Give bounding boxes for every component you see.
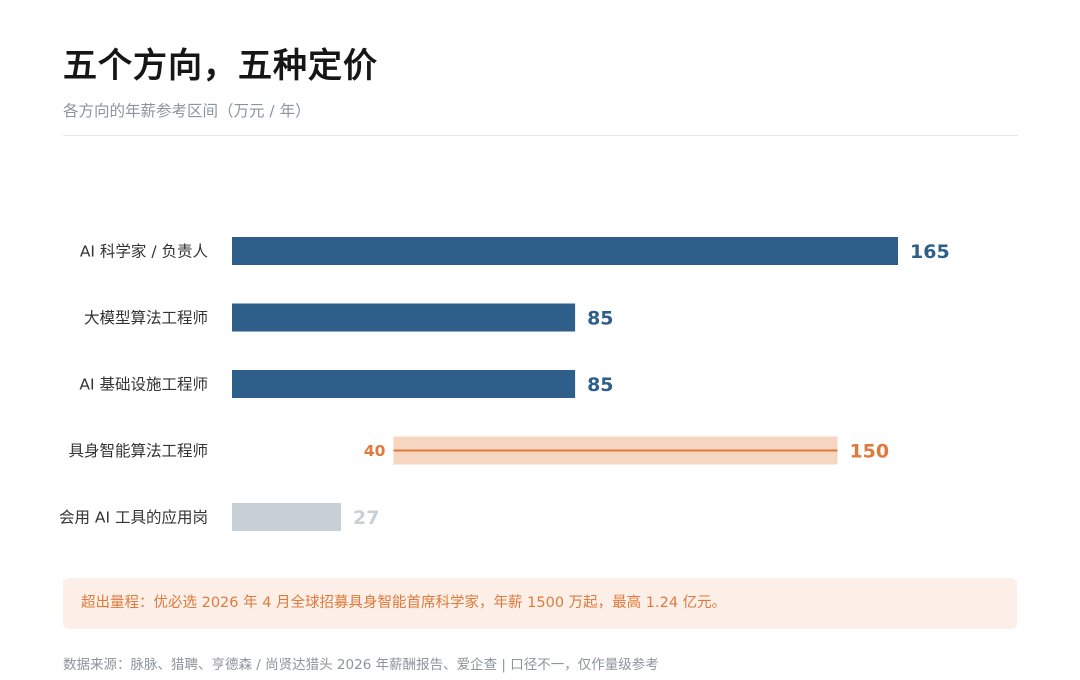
value-label: 165 <box>910 241 950 263</box>
range-start-label: 40 <box>364 442 386 460</box>
page-title: 五个方向，五种定价 <box>63 46 378 86</box>
category-label: 会用 AI 工具的应用岗 <box>59 508 208 527</box>
category-label: 具身智能算法工程师 <box>68 441 208 460</box>
bar <box>232 370 576 398</box>
value-label: 85 <box>587 374 613 396</box>
value-label: 27 <box>353 507 379 529</box>
header-divider <box>63 135 1018 136</box>
note-callout: 超出量程：优必选 2026 年 4 月全球招募具身智能首席科学家，年薪 1500… <box>63 578 1017 629</box>
category-label: AI 基础设施工程师 <box>79 376 208 394</box>
page-subtitle: 各方向的年薪参考区间（万元 / 年） <box>63 102 311 120</box>
category-label: AI 科学家 / 负责人 <box>80 243 208 261</box>
value-label: 150 <box>849 441 889 463</box>
bar <box>232 237 898 265</box>
category-label: 大模型算法工程师 <box>84 308 208 327</box>
bar <box>232 303 576 332</box>
data-source: 数据来源：脉脉、猎聘、亨德森 / 尚贤达猎头 2026 年薪酬报告、爱企查 | … <box>63 657 659 673</box>
bar <box>232 503 341 531</box>
value-label: 85 <box>587 308 613 330</box>
note-text: 超出量程：优必选 2026 年 4 月全球招募具身智能首席科学家，年薪 1500… <box>81 595 727 611</box>
